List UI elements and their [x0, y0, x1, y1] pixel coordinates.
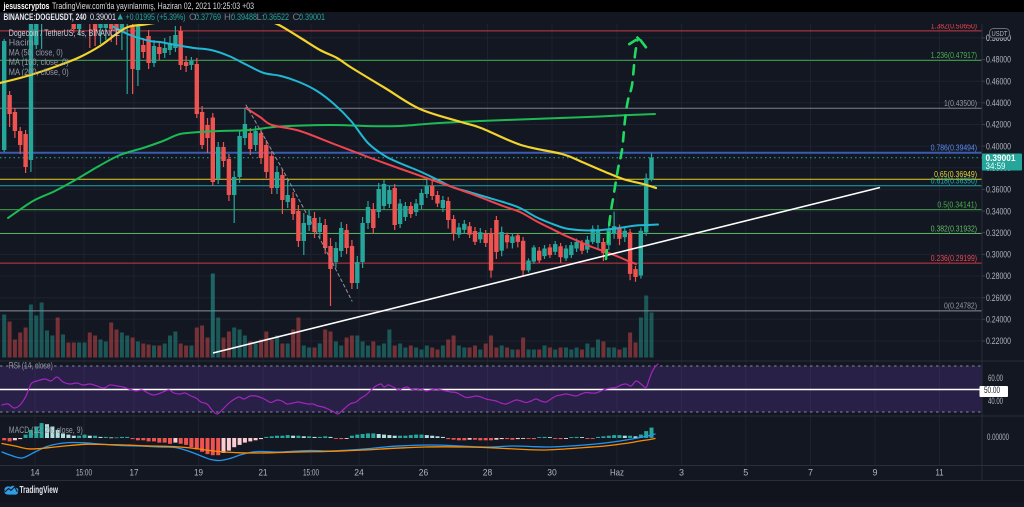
svg-text:C:: C: [293, 12, 303, 23]
svg-text:0.618(0.36350): 0.618(0.36350) [931, 177, 977, 186]
svg-text:40.00: 40.00 [988, 396, 1003, 407]
svg-text:Haz: Haz [610, 468, 624, 479]
svg-text:24: 24 [354, 468, 364, 479]
svg-text:0.22000: 0.22000 [986, 336, 1011, 347]
svg-text:0.5(0.34141): 0.5(0.34141) [937, 200, 977, 209]
svg-text:0.786(0.39494): 0.786(0.39494) [931, 144, 977, 153]
svg-text:1.382(0.50650): 1.382(0.50650) [931, 22, 977, 31]
svg-text:7: 7 [808, 468, 813, 479]
svg-text:BINANCE:DOGEUSDT, 240: BINANCE:DOGEUSDT, 240 [4, 12, 87, 23]
svg-text:TradingView.com'da yayınlanmış: TradingView.com'da yayınlanmış, Haziran … [52, 1, 254, 12]
svg-text:0.236(0.29199): 0.236(0.29199) [931, 254, 977, 263]
svg-text:TradingView: TradingView [20, 485, 59, 496]
svg-text:0.48000: 0.48000 [986, 55, 1011, 66]
svg-text:0.36000: 0.36000 [986, 185, 1011, 196]
svg-text:MA (200, close, 0): MA (200, close, 0) [9, 67, 69, 77]
svg-text:15:00: 15:00 [76, 468, 92, 479]
svg-text:28: 28 [483, 468, 493, 479]
svg-text:34:59: 34:59 [986, 161, 1006, 171]
svg-text:0(0.24782): 0(0.24782) [944, 302, 977, 311]
svg-text:17: 17 [130, 468, 139, 479]
svg-text:0.36522: 0.36522 [263, 12, 289, 23]
svg-text:MA (50, close, 0): MA (50, close, 0) [9, 48, 63, 58]
svg-text:jesusscryptos: jesusscryptos [3, 1, 50, 12]
svg-text:RSI (14, close): RSI (14, close) [9, 361, 53, 371]
svg-text:5: 5 [743, 468, 748, 479]
svg-text:0.65(0.36949): 0.65(0.36949) [934, 170, 977, 179]
svg-text:0.26000: 0.26000 [986, 293, 1011, 304]
svg-text:0.50000: 0.50000 [986, 33, 1011, 44]
svg-text:USDT: USDT [992, 29, 1008, 38]
svg-text:L:: L: [257, 12, 265, 23]
svg-text:15:00: 15:00 [303, 468, 319, 479]
svg-text:14: 14 [31, 468, 40, 479]
svg-text:3: 3 [679, 468, 684, 479]
svg-text:1(0.43500): 1(0.43500) [944, 99, 977, 108]
svg-text:O:: O: [189, 12, 199, 23]
svg-text:0.39001: 0.39001 [299, 12, 325, 23]
svg-text:21: 21 [259, 468, 268, 479]
svg-text:MA (100, close, 0): MA (100, close, 0) [9, 57, 69, 67]
svg-text:30: 30 [547, 468, 557, 479]
svg-text:60.00: 60.00 [988, 373, 1003, 384]
svg-text:1.236(0.47917): 1.236(0.47917) [931, 51, 977, 60]
svg-text:50.00: 50.00 [984, 385, 1000, 396]
svg-text:0.34000: 0.34000 [986, 206, 1011, 217]
svg-text:+0.01995 (+5.39%): +0.01995 (+5.39%) [126, 12, 186, 23]
svg-text:0.42000: 0.42000 [986, 120, 1011, 131]
svg-text:0.28000: 0.28000 [986, 271, 1011, 282]
svg-text:0.37769: 0.37769 [195, 12, 221, 23]
svg-text:11: 11 [936, 468, 944, 479]
svg-text:0.32000: 0.32000 [986, 228, 1011, 239]
svg-text:0.39488: 0.39488 [231, 12, 257, 23]
svg-text:Hacim: Hacim [9, 38, 34, 48]
svg-text:MACD (12, 26, close, 9): MACD (12, 26, close, 9) [9, 425, 83, 435]
svg-text:0.30000: 0.30000 [986, 250, 1011, 261]
svg-text:Dogecoin / TetherUS, 4s, BINAN: Dogecoin / TetherUS, 4s, BINANCE [9, 28, 120, 38]
svg-text:0.382(0.31932): 0.382(0.31932) [931, 224, 977, 233]
svg-text:0.39001: 0.39001 [986, 153, 1017, 164]
svg-text:H:: H: [224, 12, 234, 23]
svg-text:0.46000: 0.46000 [986, 76, 1011, 87]
svg-text:0.00000: 0.00000 [987, 432, 1009, 443]
svg-text:9: 9 [873, 468, 878, 479]
svg-text:0.40000: 0.40000 [986, 141, 1011, 152]
svg-text:0.39001: 0.39001 [90, 12, 116, 23]
svg-text:26: 26 [419, 468, 429, 479]
svg-text:19: 19 [194, 468, 203, 479]
svg-text:0.44000: 0.44000 [986, 98, 1011, 109]
svg-text:0.24000: 0.24000 [986, 315, 1011, 326]
